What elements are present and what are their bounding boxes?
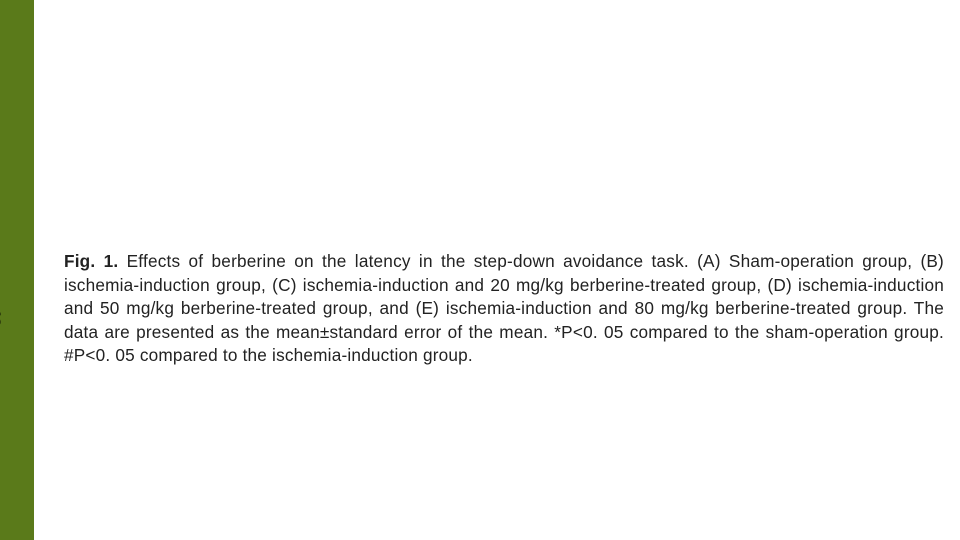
side-bar-inner: International Neurourology Journal 2014;… — [2, 2, 32, 538]
page-root: International Neurourology Journal 2014;… — [0, 0, 960, 540]
figure-label: Fig. 1. — [64, 251, 118, 271]
figure-caption-text: Effects of berberine on the latency in t… — [64, 251, 944, 365]
citation-text: International Neurourology Journal 2014;… — [0, 101, 2, 530]
figure-caption: Fig. 1. Effects of berberine on the late… — [64, 250, 944, 368]
side-bar: International Neurourology Journal 2014;… — [0, 0, 34, 540]
